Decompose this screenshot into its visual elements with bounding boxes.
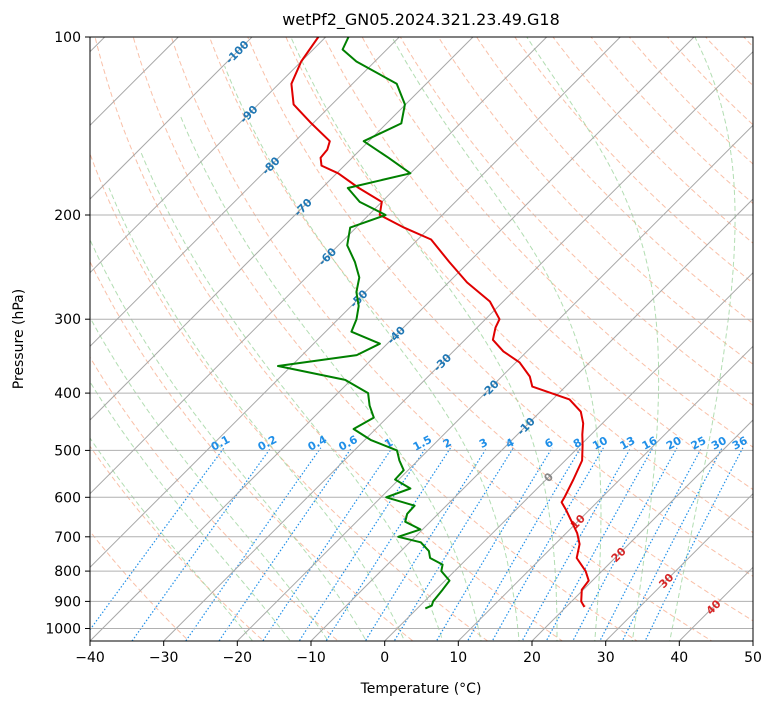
temperature-line [290, 37, 590, 608]
isotherm [457, 345, 753, 641]
moist-adiabat [90, 380, 291, 641]
mixing-ratio-line [491, 447, 604, 641]
y-tick-label: 700 [54, 530, 81, 546]
dry-adiabat [90, 445, 265, 641]
isotherm [90, 37, 253, 200]
y-tick-label: 600 [54, 490, 81, 506]
y-axis: 100 200 300 400 500 600 700 800 900 1000 [45, 30, 90, 638]
mixing-ratio-line [185, 447, 322, 641]
isotherm [605, 492, 753, 641]
x-tick-label: 20 [523, 650, 541, 666]
x-tick-label: 10 [449, 650, 467, 666]
moist-adiabat [90, 316, 329, 641]
x-tick-label: −30 [149, 650, 179, 666]
mixing-ratio-line [621, 447, 723, 641]
isotherm [90, 37, 548, 495]
moist-adiabats [90, 37, 736, 641]
moist-adiabat [669, 37, 736, 641]
isotherm-gridlines [90, 37, 753, 641]
dry-adiabat [170, 37, 713, 641]
dewpoint-line [277, 37, 451, 610]
mixing-ratio-line [131, 447, 272, 641]
pressure-gridlines [90, 37, 753, 629]
y-tick-label: 900 [54, 594, 81, 610]
mixing-ratio-line [90, 447, 225, 631]
isotherm [90, 37, 327, 274]
plot-area: -100-90-80-70-60-50-40-30-20-10010203040… [90, 21, 775, 655]
y-tick-label: 800 [54, 564, 81, 580]
mixing-ratio-label: 13 [618, 434, 638, 453]
y-tick-label: 400 [54, 386, 81, 402]
dry-adiabat [90, 530, 190, 641]
x-tick-label: −20 [223, 650, 253, 666]
dry-adiabat [94, 37, 564, 641]
isotherm [90, 37, 695, 641]
moist-adiabat [90, 238, 367, 641]
moist-adiabat [108, 187, 406, 641]
dry-adiabat [323, 37, 753, 491]
y-tick-label: 300 [54, 312, 81, 328]
mixing-ratio-line [325, 447, 452, 641]
moist-adiabat [90, 437, 254, 641]
chart-title: wetPf2_GN05.2024.321.23.49.G18 [282, 10, 560, 30]
moist-adiabat [290, 37, 558, 641]
mixing-ratio-line [572, 447, 678, 641]
x-tick-label: 50 [744, 650, 762, 666]
isotherm [236, 124, 753, 641]
dry-adiabat [285, 37, 753, 534]
mixing-ratio-line [466, 447, 582, 641]
moist-adiabat [179, 115, 482, 641]
mixing-ratio-lines [90, 447, 744, 641]
dry-adiabat [90, 356, 339, 641]
mixing-ratio-label: 30 [709, 434, 729, 453]
mixing-ratio-line [298, 447, 427, 641]
y-tick-label: 100 [54, 30, 81, 46]
dry-adiabats [90, 21, 775, 655]
moist-adiabat [140, 151, 444, 641]
dry-adiabat [132, 37, 638, 641]
y-tick-label: 500 [54, 443, 81, 459]
mixing-ratio-label: 16 [640, 434, 660, 453]
mixing-ratio-label: 10 [590, 434, 610, 453]
y-tick-label: 200 [54, 208, 81, 224]
x-tick-label: −10 [296, 650, 326, 666]
x-tick-label: 40 [670, 650, 688, 666]
isotherm [384, 271, 753, 641]
isotherm [90, 37, 400, 348]
mixing-ratio-line [393, 447, 514, 641]
dry-adiabat [90, 152, 489, 641]
mixing-ratio-label: 36 [730, 434, 750, 453]
mixing-ratio-line [545, 447, 654, 641]
mixing-ratio-label: 20 [664, 434, 684, 453]
dry-adiabat [90, 260, 414, 641]
y-axis-label: Pressure (hPa) [11, 289, 27, 389]
moist-adiabat [224, 65, 520, 641]
mixing-ratio-line [218, 447, 353, 641]
x-axis: −40 −30 −20 −10 0 10 20 30 40 50 [75, 641, 762, 666]
moist-adiabat [391, 37, 602, 641]
plot-frame [89, 36, 754, 642]
y-tick-label: 1000 [45, 622, 81, 638]
x-tick-label: 0 [380, 650, 389, 666]
profile-lines [277, 37, 590, 610]
x-tick-label: 30 [597, 650, 615, 666]
isotherm [90, 37, 621, 569]
dry-adiabat [476, 37, 753, 325]
dry-adiabat [209, 37, 753, 622]
dry-adiabat [437, 37, 753, 365]
x-tick-label: −40 [75, 650, 105, 666]
isotherm [531, 419, 753, 641]
mixing-ratio-line [599, 447, 703, 641]
mixing-ratio-line [364, 447, 488, 641]
isotherm [752, 640, 753, 641]
mixing-ratio-line [435, 447, 553, 641]
x-axis-label: Temperature (°C) [360, 681, 482, 697]
dry-adiabat [361, 37, 753, 448]
dry-adiabat [766, 21, 775, 655]
dry-adiabat [247, 37, 753, 577]
isotherm [163, 50, 753, 641]
mixing-ratio-label: 25 [689, 434, 709, 453]
